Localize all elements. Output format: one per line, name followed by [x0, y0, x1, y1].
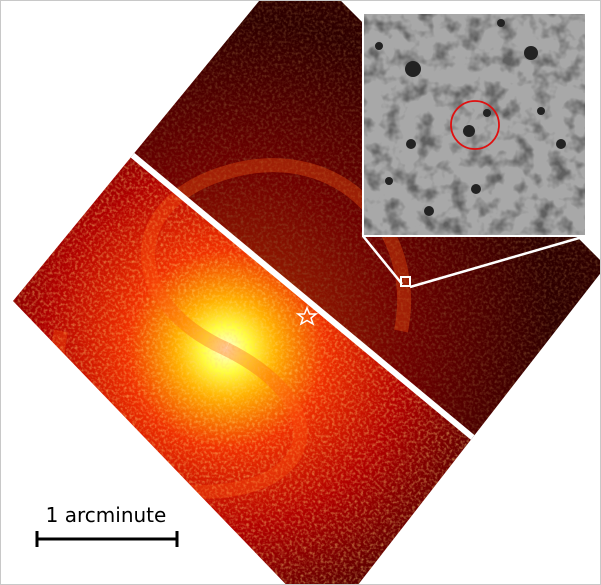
scale-bar: 1 arcminute — [35, 503, 179, 547]
target-circle — [450, 100, 500, 150]
zoom-box — [400, 276, 411, 287]
scale-label: 1 arcminute — [46, 503, 167, 527]
inset — [362, 12, 587, 237]
zoom-line — [362, 235, 403, 285]
zoom-line — [409, 234, 587, 289]
star-marker — [295, 306, 319, 326]
